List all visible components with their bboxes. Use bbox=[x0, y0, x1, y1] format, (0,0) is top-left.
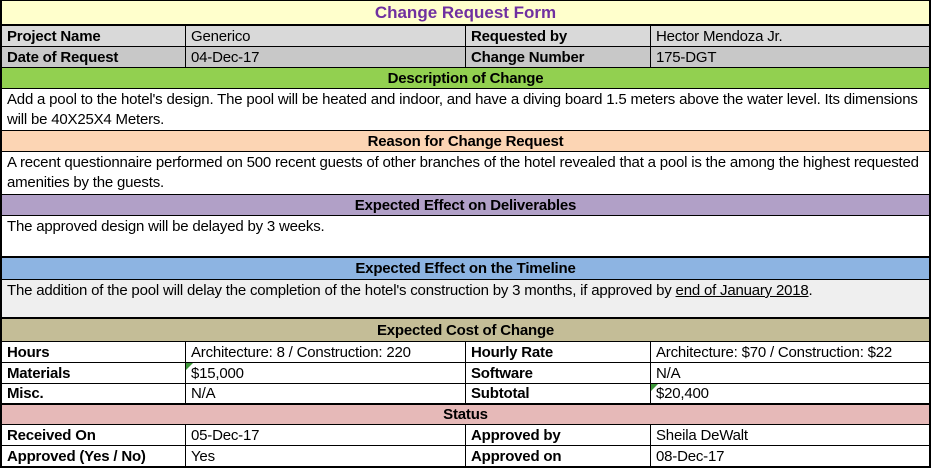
approved-yes-no-label: Approved (Yes / No) bbox=[2, 446, 186, 467]
cost-header: Expected Cost of Change bbox=[2, 319, 929, 342]
info-row-2: Date of Request 04-Dec-17 Change Number … bbox=[2, 47, 929, 68]
received-on-value[interactable]: 05-Dec-17 bbox=[186, 425, 466, 445]
approved-on-value[interactable]: 08-Dec-17 bbox=[656, 448, 725, 465]
timeline-header: Expected Effect on the Timeline bbox=[2, 258, 929, 280]
hours-label: Hours bbox=[2, 342, 186, 362]
approved-by-label: Approved by bbox=[466, 425, 651, 445]
page-title: Change Request Form bbox=[2, 1, 929, 26]
description-body[interactable]: Add a pool to the hotel's design. The po… bbox=[2, 89, 929, 131]
comment-flag-icon bbox=[651, 384, 658, 391]
date-of-request-label: Date of Request bbox=[2, 47, 186, 67]
comment-flag-icon bbox=[186, 363, 193, 370]
approved-by-value[interactable]: Sheila DeWalt bbox=[656, 426, 748, 444]
approved-yes-no-value[interactable]: Yes bbox=[186, 446, 466, 467]
timeline-text-end: . bbox=[808, 282, 813, 299]
approved-on-label: Approved on bbox=[466, 446, 651, 467]
hours-value[interactable]: Architecture: 8 / Construction: 220 bbox=[186, 342, 466, 362]
date-of-request-value[interactable]: 04-Dec-17 bbox=[186, 47, 466, 67]
cost-row-materials: Materials $15,000 Software N/A bbox=[2, 363, 929, 384]
received-on-label: Received On bbox=[2, 425, 186, 445]
change-number-value[interactable]: 175-DGT bbox=[651, 47, 929, 67]
project-name-label: Project Name bbox=[2, 26, 186, 46]
status-row-approved: Approved (Yes / No) Yes Approved on 08-D… bbox=[2, 446, 929, 467]
hourly-rate-label: Hourly Rate bbox=[466, 342, 651, 362]
project-name-value[interactable]: Generico bbox=[186, 26, 466, 46]
materials-value[interactable]: $15,000 bbox=[186, 363, 466, 383]
requested-by-value[interactable]: Hector Mendoza Jr. bbox=[651, 26, 929, 46]
deliverables-header: Expected Effect on Deliverables bbox=[2, 195, 929, 216]
subtotal-label: Subtotal bbox=[466, 384, 651, 403]
status-header: Status bbox=[2, 405, 929, 425]
requested-by-label: Requested by bbox=[466, 26, 651, 46]
info-row-1: Project Name Generico Requested by Hecto… bbox=[2, 26, 929, 47]
software-label: Software bbox=[466, 363, 651, 383]
cost-row-misc: Misc. N/A Subtotal $20,400 bbox=[2, 384, 929, 405]
timeline-body[interactable]: The addition of the pool will delay the … bbox=[2, 280, 929, 319]
hourly-rate-value[interactable]: Architecture: $70 / Construction: $22 bbox=[656, 343, 893, 361]
subtotal-value[interactable]: $20,400 bbox=[651, 384, 929, 403]
timeline-deadline-text: end of January 2018 bbox=[675, 282, 809, 299]
reason-header: Reason for Change Request bbox=[2, 131, 929, 152]
misc-label: Misc. bbox=[2, 384, 186, 403]
deliverables-body[interactable]: The approved design will be delayed by 3… bbox=[2, 216, 929, 258]
change-number-label: Change Number bbox=[466, 47, 651, 67]
reason-body[interactable]: A recent questionnaire performed on 500 … bbox=[2, 152, 929, 195]
materials-label: Materials bbox=[2, 363, 186, 383]
status-row-received: Received On 05-Dec-17 Approved by Sheila… bbox=[2, 425, 929, 446]
timeline-text: The addition of the pool will delay the … bbox=[7, 282, 676, 299]
misc-value[interactable]: N/A bbox=[186, 384, 466, 403]
cost-row-hours: Hours Architecture: 8 / Construction: 22… bbox=[2, 342, 929, 363]
description-header: Description of Change bbox=[2, 68, 929, 89]
software-value[interactable]: N/A bbox=[656, 364, 681, 382]
